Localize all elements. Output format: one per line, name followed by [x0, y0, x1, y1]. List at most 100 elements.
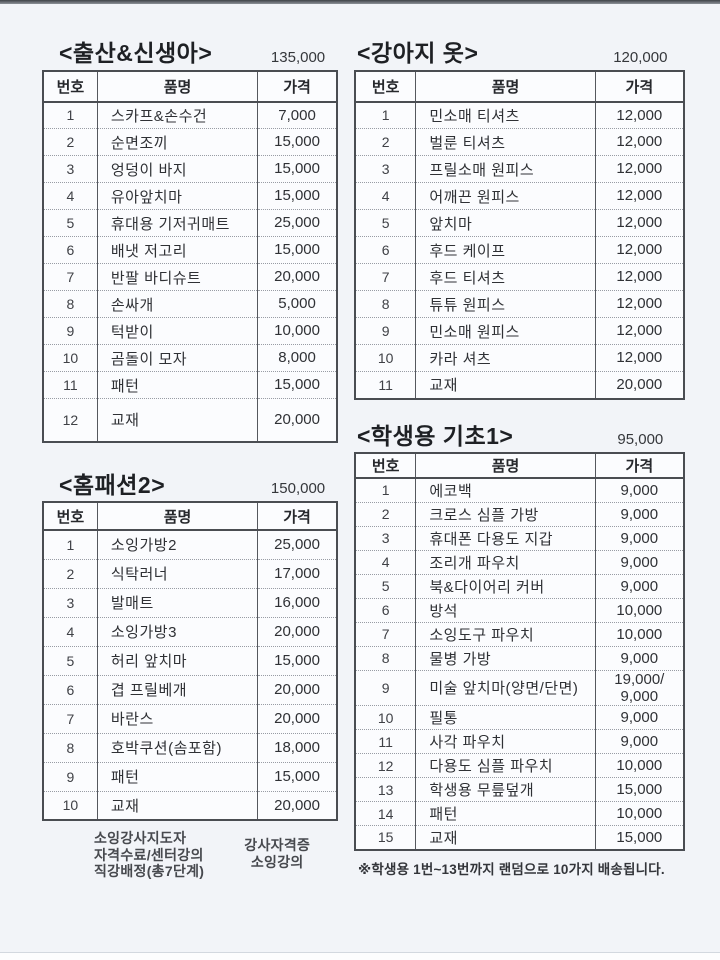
item-price: 12,000 — [594, 290, 684, 318]
item-number: 12 — [43, 398, 98, 442]
item-name: 프릴소매 원피스 — [415, 155, 596, 183]
table-row: 12 교재 20,000 — [43, 398, 337, 442]
item-price: 20,000 — [257, 703, 337, 734]
item-number: 6 — [43, 674, 98, 705]
table-row: 13 학생용 무릎덮개 15,000 — [355, 777, 684, 802]
item-price: 9,000 — [594, 549, 684, 575]
item-name: 학생용 무릎덮개 — [415, 777, 596, 802]
item-price: 20,000 — [257, 398, 337, 442]
section-total: 120,000 — [613, 48, 668, 66]
item-number: 4 — [43, 616, 98, 647]
header-row: 번호 품명 가격 — [355, 453, 684, 480]
item-price: 12,000 — [594, 101, 684, 129]
table-row: 4 소잉가방3 20,000 — [43, 616, 337, 647]
section-total: 95,000 — [617, 431, 664, 449]
table-row: 6 방석 10,000 — [355, 597, 684, 623]
item-number: 1 — [381, 107, 390, 124]
item-number: 15 — [355, 825, 416, 850]
item-number: 8 — [43, 732, 98, 763]
table-row: 8 호박쿠션(솜포함) 18,000 — [43, 732, 337, 763]
table-row: 7 바란스 20,000 — [43, 703, 337, 734]
table-row: 14 패턴 10,000 — [355, 801, 684, 826]
item-name: 유아앞치마 — [96, 182, 258, 210]
scan-edge-bottom — [0, 952, 720, 960]
item-number: 1 — [381, 482, 390, 499]
item-number: 3 — [355, 525, 416, 551]
item-number: 8 — [355, 290, 416, 318]
table-row: 11 교재 20,000 — [355, 371, 684, 399]
item-price: 10,000 — [257, 317, 337, 345]
table-row: 9 턱받이 10,000 — [43, 317, 337, 345]
item-price: 9,000 — [594, 478, 684, 503]
section-title-row: <강아지 옷> 120,000 — [354, 40, 685, 68]
item-number: 11 — [355, 729, 416, 754]
item-name: 카라 셔츠 — [415, 344, 596, 372]
table-row: 1 민소매 티셔츠 12,000 — [355, 101, 684, 129]
price-table-home-fashion-2: 번호 품명 가격 1 소잉가방2 25,000 — [42, 501, 338, 822]
item-number: 11 — [355, 371, 416, 399]
item-name: 벌룬 티셔츠 — [415, 128, 596, 156]
item-price: 9,000 — [594, 573, 684, 599]
item-name: 소잉가방3 — [96, 616, 258, 647]
instructor-note-right: 강사자격증 소잉강의 — [244, 830, 310, 870]
item-number: 7 — [43, 703, 98, 734]
item-number: 7 — [43, 263, 98, 291]
col-header-name: 품명 — [415, 453, 596, 480]
item-number: 8 — [43, 290, 98, 318]
item-number: 3 — [355, 155, 416, 183]
item-number: 9 — [355, 669, 416, 706]
item-name: 후드 티셔츠 — [415, 263, 596, 291]
section-total: 150,000 — [270, 480, 326, 498]
table-row: 3 발매트 16,000 — [43, 587, 337, 618]
item-name: 손싸개 — [96, 290, 258, 318]
item-price: 20,000 — [594, 371, 684, 399]
item-price: 12,000 — [594, 236, 684, 264]
item-price: 5,000 — [257, 290, 337, 318]
item-name: 소잉가방2 — [96, 530, 258, 560]
item-name: 스카프&손수건 — [96, 101, 258, 129]
price-table-student-basic-1: 번호 품명 가격 1 에코백 9,000 — [354, 452, 685, 851]
section-total: 135,000 — [270, 48, 326, 66]
table-row: 7 소잉도구 파우치 10,000 — [355, 621, 684, 647]
table-row: 12 다용도 심플 파우치 10,000 — [355, 753, 684, 778]
item-number: 7 — [355, 263, 416, 291]
item-price: 25,000 — [257, 209, 337, 237]
item-price: 12,000 — [594, 128, 684, 156]
header-row: 번호 품명 가격 — [355, 70, 684, 103]
item-number: 5 — [43, 645, 98, 676]
item-number: 13 — [355, 777, 416, 802]
item-name: 튜튜 원피스 — [415, 290, 596, 318]
item-price: 9,000 — [594, 525, 684, 551]
col-header-name: 품명 — [96, 70, 258, 103]
item-name: 방석 — [415, 597, 596, 623]
scan-edge-top — [0, 0, 720, 4]
col-header-price: 가격 — [257, 70, 337, 103]
item-number: 4 — [355, 182, 416, 210]
section-title-row: <홈패션2> 150,000 — [42, 472, 338, 500]
item-name: 앞치마 — [415, 209, 596, 237]
item-number: 5 — [355, 209, 416, 237]
item-name: 민소매 티셔츠 — [415, 101, 596, 129]
left-column: <출산&신생아> 135,000 번호 품명 가격 1 — [42, 40, 338, 880]
table-row: 7 반팔 바디슈트 20,000 — [43, 263, 337, 291]
item-price: 10,000 — [594, 753, 684, 778]
item-price: 9,000 — [594, 705, 684, 730]
section-title-row: <학생용 기초1> 95,000 — [354, 423, 685, 451]
item-number: 10 — [43, 344, 98, 372]
item-price: 15,000 — [594, 825, 684, 850]
student-set-footnote: ※학생용 1번~13번까지 랜덤으로 10가지 배송됩니다. — [358, 861, 665, 877]
item-number: 2 — [355, 128, 416, 156]
item-name: 교재 — [96, 790, 258, 821]
section-title: <홈패션2> — [59, 471, 166, 498]
item-price: 10,000 — [594, 801, 684, 826]
item-number: 3 — [43, 155, 98, 183]
table-row: 6 배냇 저고리 15,000 — [43, 236, 337, 264]
col-header-price: 가격 — [594, 453, 684, 480]
item-price: 19,000/ 9,000 — [594, 669, 684, 706]
item-number: 9 — [43, 317, 98, 345]
table-row: 4 유아앞치마 15,000 — [43, 182, 337, 210]
item-price: 20,000 — [257, 263, 337, 291]
note-line: 소잉강의 — [250, 853, 304, 870]
table-row: 15 교재 15,000 — [355, 825, 684, 850]
